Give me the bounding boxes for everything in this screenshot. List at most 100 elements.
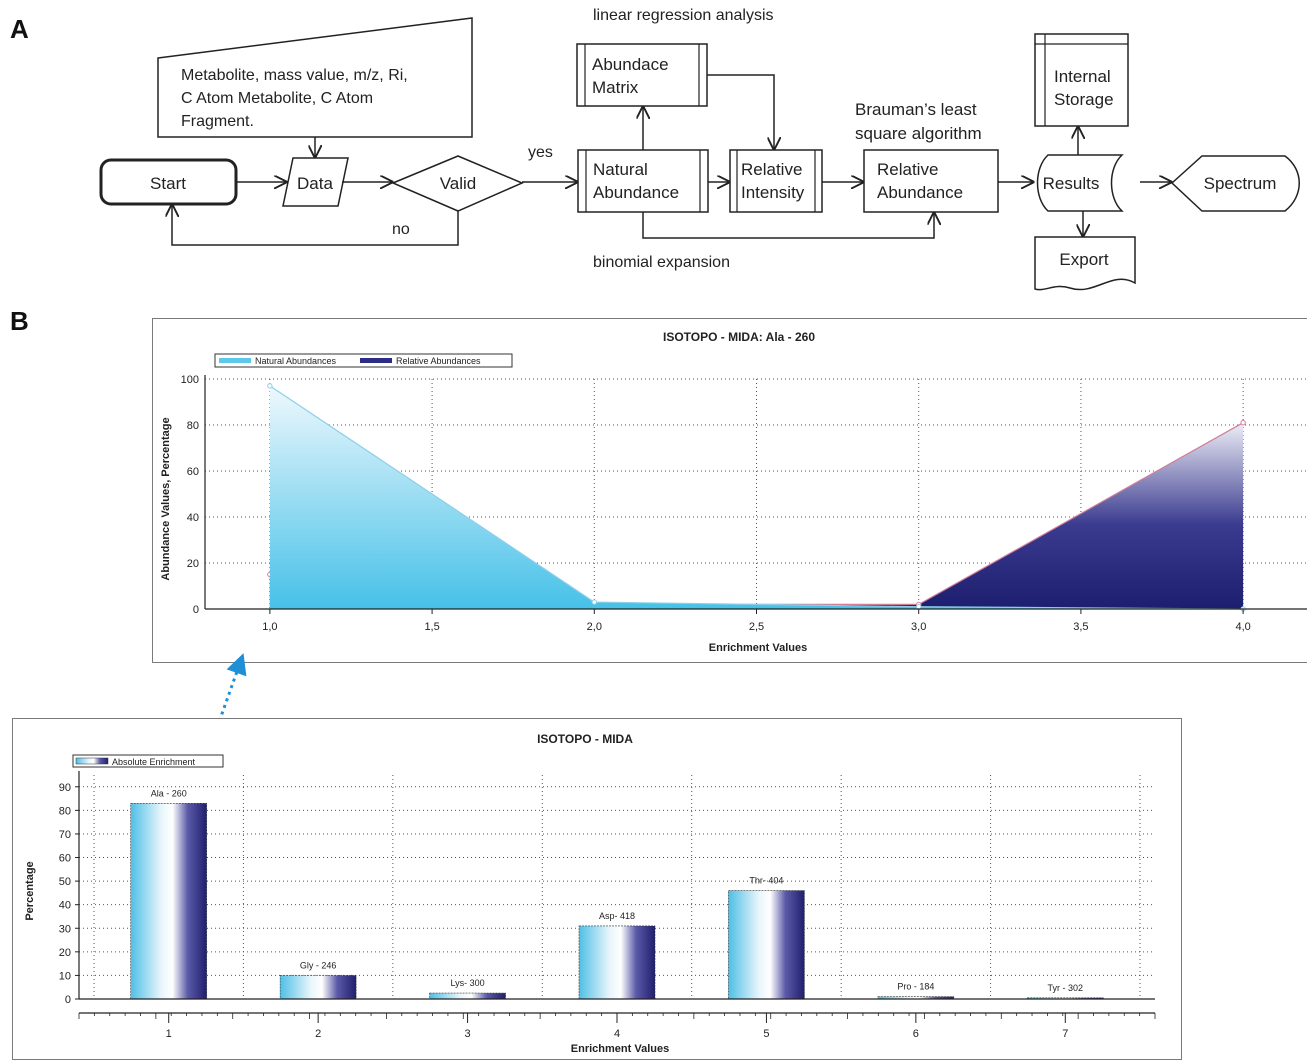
legend-swatch-relative xyxy=(360,358,392,363)
panel-label-a: A xyxy=(10,14,29,44)
area-y-tick-label: 100 xyxy=(181,374,199,386)
flow-connectors xyxy=(172,74,1171,246)
bar-y-tick-label: 60 xyxy=(59,853,71,865)
input-note-line-3: Fragment. xyxy=(181,113,254,130)
legend-label-absolute: Absolute Enrichment xyxy=(112,757,196,767)
area-y-tick-label: 60 xyxy=(187,466,199,478)
bar-y-tick-label: 0 xyxy=(65,994,71,1006)
export-label: Export xyxy=(1059,250,1108,269)
brauman-label-line-2: square algorithm xyxy=(855,124,982,143)
relative-intensity-line-1: Relative xyxy=(741,160,802,179)
bar-3 xyxy=(429,992,506,1000)
bar-y-tick-label: 50 xyxy=(59,876,71,888)
input-note-line-1: Metabolite, mass value, m/z, Ri, xyxy=(181,67,408,84)
bar-chart-panel: ISOTOPO - MIDA Absolute Enrichment Ala -… xyxy=(12,718,1182,1060)
bar-chart-title: ISOTOPO - MIDA xyxy=(537,732,633,746)
bar-x-tick-label: 4 xyxy=(614,1028,620,1040)
relative-intensity-node: Relative Intensity xyxy=(729,149,823,213)
relative-intensity-line-2: Intensity xyxy=(741,183,805,202)
area-chart-title: ISOTOPO - MIDA: Ala - 260 xyxy=(663,330,815,344)
area-chart-panel: ISOTOPO - MIDA: Ala - 260 Natural Abunda… xyxy=(152,318,1307,663)
bar-x-tick-label: 6 xyxy=(913,1028,919,1040)
bar-chart-ylabel: Percentage xyxy=(24,861,36,920)
area-y-tick-label: 20 xyxy=(187,558,199,570)
bar-y-tick-label: 40 xyxy=(59,900,71,912)
area-series-0-line xyxy=(269,385,1244,610)
bar-data-label-3: Lys- 300 xyxy=(450,978,484,988)
abundance-matrix-node: Abundace Matrix xyxy=(576,43,708,107)
area-x-tick-label: 4,0 xyxy=(1235,621,1250,633)
input-note-line-2: C Atom Metabolite, C Atom xyxy=(181,90,373,107)
bar-chart-marks: Ala - 260 Gly - 246 Lys- 300 Asp- 418 Thr- 4… xyxy=(130,788,1104,1000)
bar-data-label-1: Ala - 260 xyxy=(151,788,187,798)
bar-2 xyxy=(279,975,357,1000)
bar-x-tick-label: 5 xyxy=(763,1028,769,1040)
natural-abundance-line-1: Natural xyxy=(593,160,648,179)
area-x-tick-label: 2,0 xyxy=(587,621,602,633)
no-label: no xyxy=(392,221,410,238)
relative-abundance-line-1: Relative xyxy=(877,160,938,179)
area-x-tick-label: 3,5 xyxy=(1073,621,1088,633)
abundance-matrix-line-2: Matrix xyxy=(592,78,639,97)
spectrum-node: Spectrum xyxy=(1170,155,1300,212)
bar-data-label-2: Gly - 246 xyxy=(300,960,337,970)
bar-1 xyxy=(130,802,208,1000)
internal-storage-node: Internal Storage xyxy=(1034,33,1129,127)
relative-abundance-node: Relative Abundance xyxy=(863,149,999,213)
area-x-tick-label: 1,5 xyxy=(424,621,439,633)
area-y-tick-label: 0 xyxy=(193,604,199,616)
legend-swatch-natural xyxy=(219,358,251,363)
area-series-1-point xyxy=(1240,420,1246,426)
bar-data-label-5: Thr- 404 xyxy=(749,876,783,886)
abundance-matrix-line-1: Abundace xyxy=(592,55,669,74)
data-label: Data xyxy=(297,174,333,193)
bar-5 xyxy=(728,890,805,1000)
natural-abundance-node: Natural Abundance xyxy=(577,149,709,213)
natural-abundance-line-2: Abundance xyxy=(593,183,679,202)
area-y-tick-label: 80 xyxy=(187,420,199,432)
bar-chart-svg: ISOTOPO - MIDA Absolute Enrichment Ala -… xyxy=(24,732,1156,1055)
area-chart-marks xyxy=(267,383,1246,612)
area-x-tick-label: 3,0 xyxy=(911,621,926,633)
area-series-0-point xyxy=(267,383,273,389)
area-x-tick-label: 2,5 xyxy=(749,621,764,633)
legend-label-natural: Natural Abundances xyxy=(255,356,337,366)
area-x-tick-label: 1,0 xyxy=(262,621,277,633)
bar-x-tick-label: 1 xyxy=(166,1028,172,1040)
area-series-0-point xyxy=(591,599,597,605)
flowchart-diagram: Metabolite, mass value, m/z, Ri, C Atom … xyxy=(99,7,1300,291)
bar-y-tick-label: 70 xyxy=(59,829,71,841)
legend-swatch-absolute xyxy=(75,757,109,765)
bar-data-label-7: Tyr - 302 xyxy=(1048,983,1084,993)
brauman-label-line-1: Brauman’s least xyxy=(855,100,977,119)
area-chart-axes: 0 20 40 60 80 100 1,0 1,5 2,0 2,5 3,0 3,5 4,0 xyxy=(181,374,1307,633)
area-series-0-fill xyxy=(269,385,1244,609)
bar-6 xyxy=(877,996,955,1000)
bar-y-tick-label: 30 xyxy=(59,923,71,935)
bar-y-tick-label: 20 xyxy=(59,947,71,959)
legend-label-relative: Relative Abundances xyxy=(396,356,481,366)
results-label: Results xyxy=(1043,174,1100,193)
arrow-matrix-to-intensity xyxy=(707,74,774,149)
linear-regression-label: linear regression analysis xyxy=(593,7,774,24)
bar-y-tick-label: 90 xyxy=(59,782,71,794)
data-node: Data xyxy=(282,157,349,207)
panel-label-b: B xyxy=(10,306,29,336)
area-y-tick-label: 40 xyxy=(187,512,199,524)
bar-x-tick-label: 7 xyxy=(1062,1028,1068,1040)
area-chart-legend: Natural Abundances Relative Abundances xyxy=(214,353,513,368)
bar-chart-legend: Absolute Enrichment xyxy=(72,754,224,768)
area-chart-svg: ISOTOPO - MIDA: Ala - 260 Natural Abunda… xyxy=(160,330,1307,654)
valid-decision-node: Valid xyxy=(391,155,524,212)
internal-storage-line-1: Internal xyxy=(1054,67,1111,86)
export-node: Export xyxy=(1034,236,1136,291)
area-chart-ylabel: Abundance Values, Percentage xyxy=(160,417,172,580)
bar-y-tick-label: 80 xyxy=(59,805,71,817)
area-series-1-fill xyxy=(269,422,1244,609)
start-label: Start xyxy=(150,174,186,193)
bar-y-tick-label: 10 xyxy=(59,970,71,982)
yes-label: yes xyxy=(528,144,553,161)
bar-data-label-6: Pro - 184 xyxy=(897,982,934,992)
results-node: Results xyxy=(1036,154,1124,212)
input-note-node: Metabolite, mass value, m/z, Ri, C Atom … xyxy=(157,17,473,138)
